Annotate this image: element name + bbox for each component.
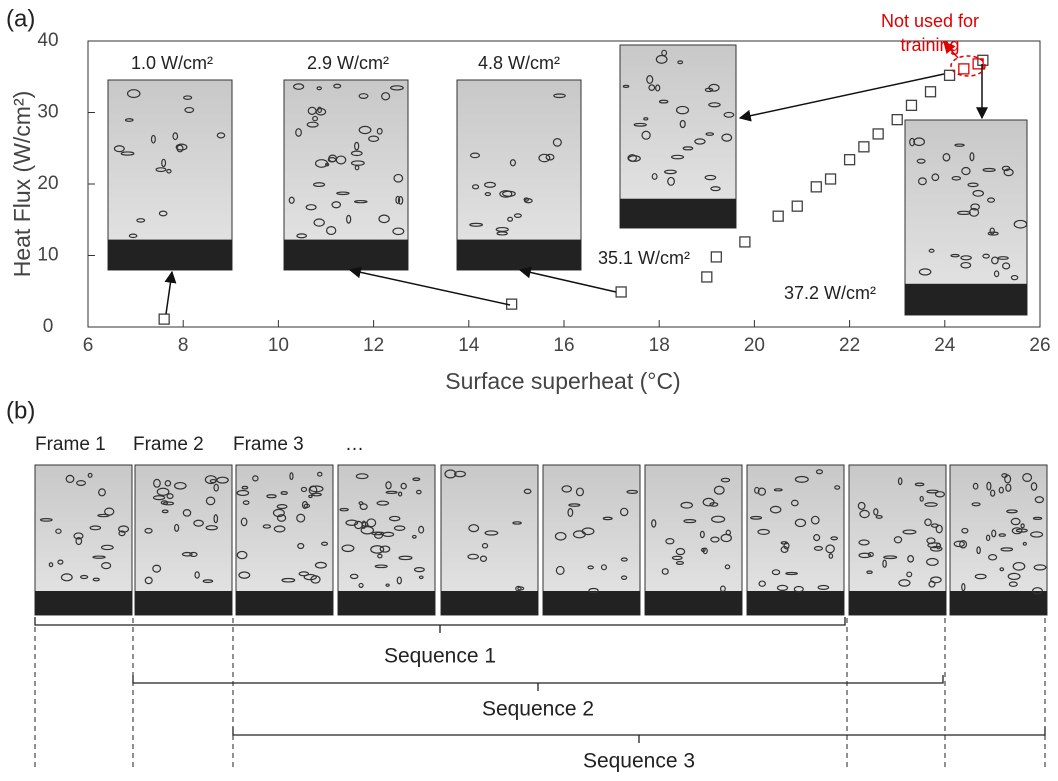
photo-heater — [338, 591, 435, 615]
x-tick-label: 10 — [268, 335, 289, 356]
photo — [441, 465, 538, 615]
panel-label: (a) — [6, 5, 35, 32]
photo-heater — [108, 240, 232, 270]
photo — [35, 465, 132, 615]
photo-heater — [441, 591, 538, 615]
x-tick-label: 20 — [744, 335, 765, 356]
arrow — [350, 270, 510, 305]
photo — [236, 465, 333, 615]
photo-heater — [747, 591, 844, 615]
photo — [338, 465, 435, 615]
x-tick-label: 14 — [458, 335, 480, 356]
annotation: Not used for — [881, 11, 979, 31]
annotation: 2.9 W/cm² — [307, 53, 389, 73]
arrow — [166, 272, 172, 314]
data-point — [773, 211, 783, 221]
photo-heater — [620, 199, 736, 228]
frame-label: Frame 1 — [35, 434, 106, 455]
data-point — [811, 182, 821, 192]
photo-heater — [457, 240, 581, 270]
photo-heater — [849, 591, 946, 615]
photo-heater — [543, 591, 640, 615]
photo — [849, 465, 946, 615]
y-tick-label: 10 — [37, 245, 58, 266]
x-tick-label: 12 — [363, 335, 384, 356]
data-point — [792, 201, 802, 211]
frame-label: … — [345, 434, 364, 455]
photo — [457, 80, 581, 270]
photo — [747, 465, 844, 615]
figure: (a) (b) 6 8 10 12 14 16 18 20 22 24 26 0 10 20 30 40 Sur… — [0, 0, 1058, 776]
y-tick-label: 0 — [43, 316, 54, 337]
data-point — [826, 174, 836, 184]
annotation: 1.0 W/cm² — [131, 53, 213, 73]
y-axis-label: Heat Flux (W/cm²) — [9, 91, 35, 278]
x-tick-label: 24 — [934, 335, 956, 356]
y-tick-label: 20 — [37, 173, 58, 194]
data-point — [740, 237, 750, 247]
data-point — [873, 129, 883, 139]
x-axis-label: Surface superheat (°C) — [445, 368, 680, 394]
panel-label: (b) — [6, 397, 35, 424]
y-tick-label: 30 — [37, 102, 58, 123]
data-point — [845, 155, 855, 165]
photo — [620, 45, 736, 228]
data-point — [859, 142, 869, 152]
data-point — [926, 87, 936, 97]
photo-heater — [236, 591, 333, 615]
sequence-label: Sequence 1 — [384, 645, 496, 668]
photo — [108, 80, 232, 270]
bracket — [233, 727, 1045, 743]
frame-label: Frame 3 — [233, 434, 304, 455]
photo-heater — [135, 591, 232, 615]
photo — [950, 465, 1047, 615]
photo-heater — [645, 591, 742, 615]
sequence-label: Sequence 3 — [583, 750, 695, 773]
x-tick-label: 16 — [553, 335, 574, 356]
photo-heater — [35, 591, 132, 615]
photo-heater — [950, 591, 1047, 615]
data-point — [702, 272, 712, 282]
bracket — [133, 675, 943, 691]
x-tick-label: 6 — [83, 335, 94, 356]
photo — [284, 80, 408, 270]
sequence-label: Sequence 2 — [482, 698, 594, 721]
x-tick-label: 18 — [649, 335, 670, 356]
data-point — [159, 314, 169, 324]
x-tick-label: 8 — [178, 335, 189, 356]
annotation: 37.2 W/cm² — [784, 283, 876, 303]
photo — [645, 465, 742, 615]
photo — [135, 465, 232, 615]
data-point — [959, 64, 969, 74]
x-tick-label: 22 — [839, 335, 860, 356]
photo-heater — [284, 240, 408, 270]
x-tick-label: 26 — [1029, 335, 1050, 356]
y-tick-label: 40 — [37, 30, 58, 51]
annotation: 4.8 W/cm² — [478, 53, 560, 73]
arrow — [740, 74, 944, 118]
photo — [905, 120, 1027, 315]
photo — [543, 465, 640, 615]
data-point — [906, 100, 916, 110]
data-point — [711, 252, 721, 262]
data-point — [616, 287, 626, 297]
annotation: training — [900, 35, 959, 55]
data-point — [892, 115, 902, 125]
annotation: 35.1 W/cm² — [598, 248, 690, 268]
arrow — [520, 270, 616, 292]
photo-heater — [905, 284, 1027, 315]
bracket — [35, 617, 845, 633]
frame-label: Frame 2 — [133, 434, 204, 455]
